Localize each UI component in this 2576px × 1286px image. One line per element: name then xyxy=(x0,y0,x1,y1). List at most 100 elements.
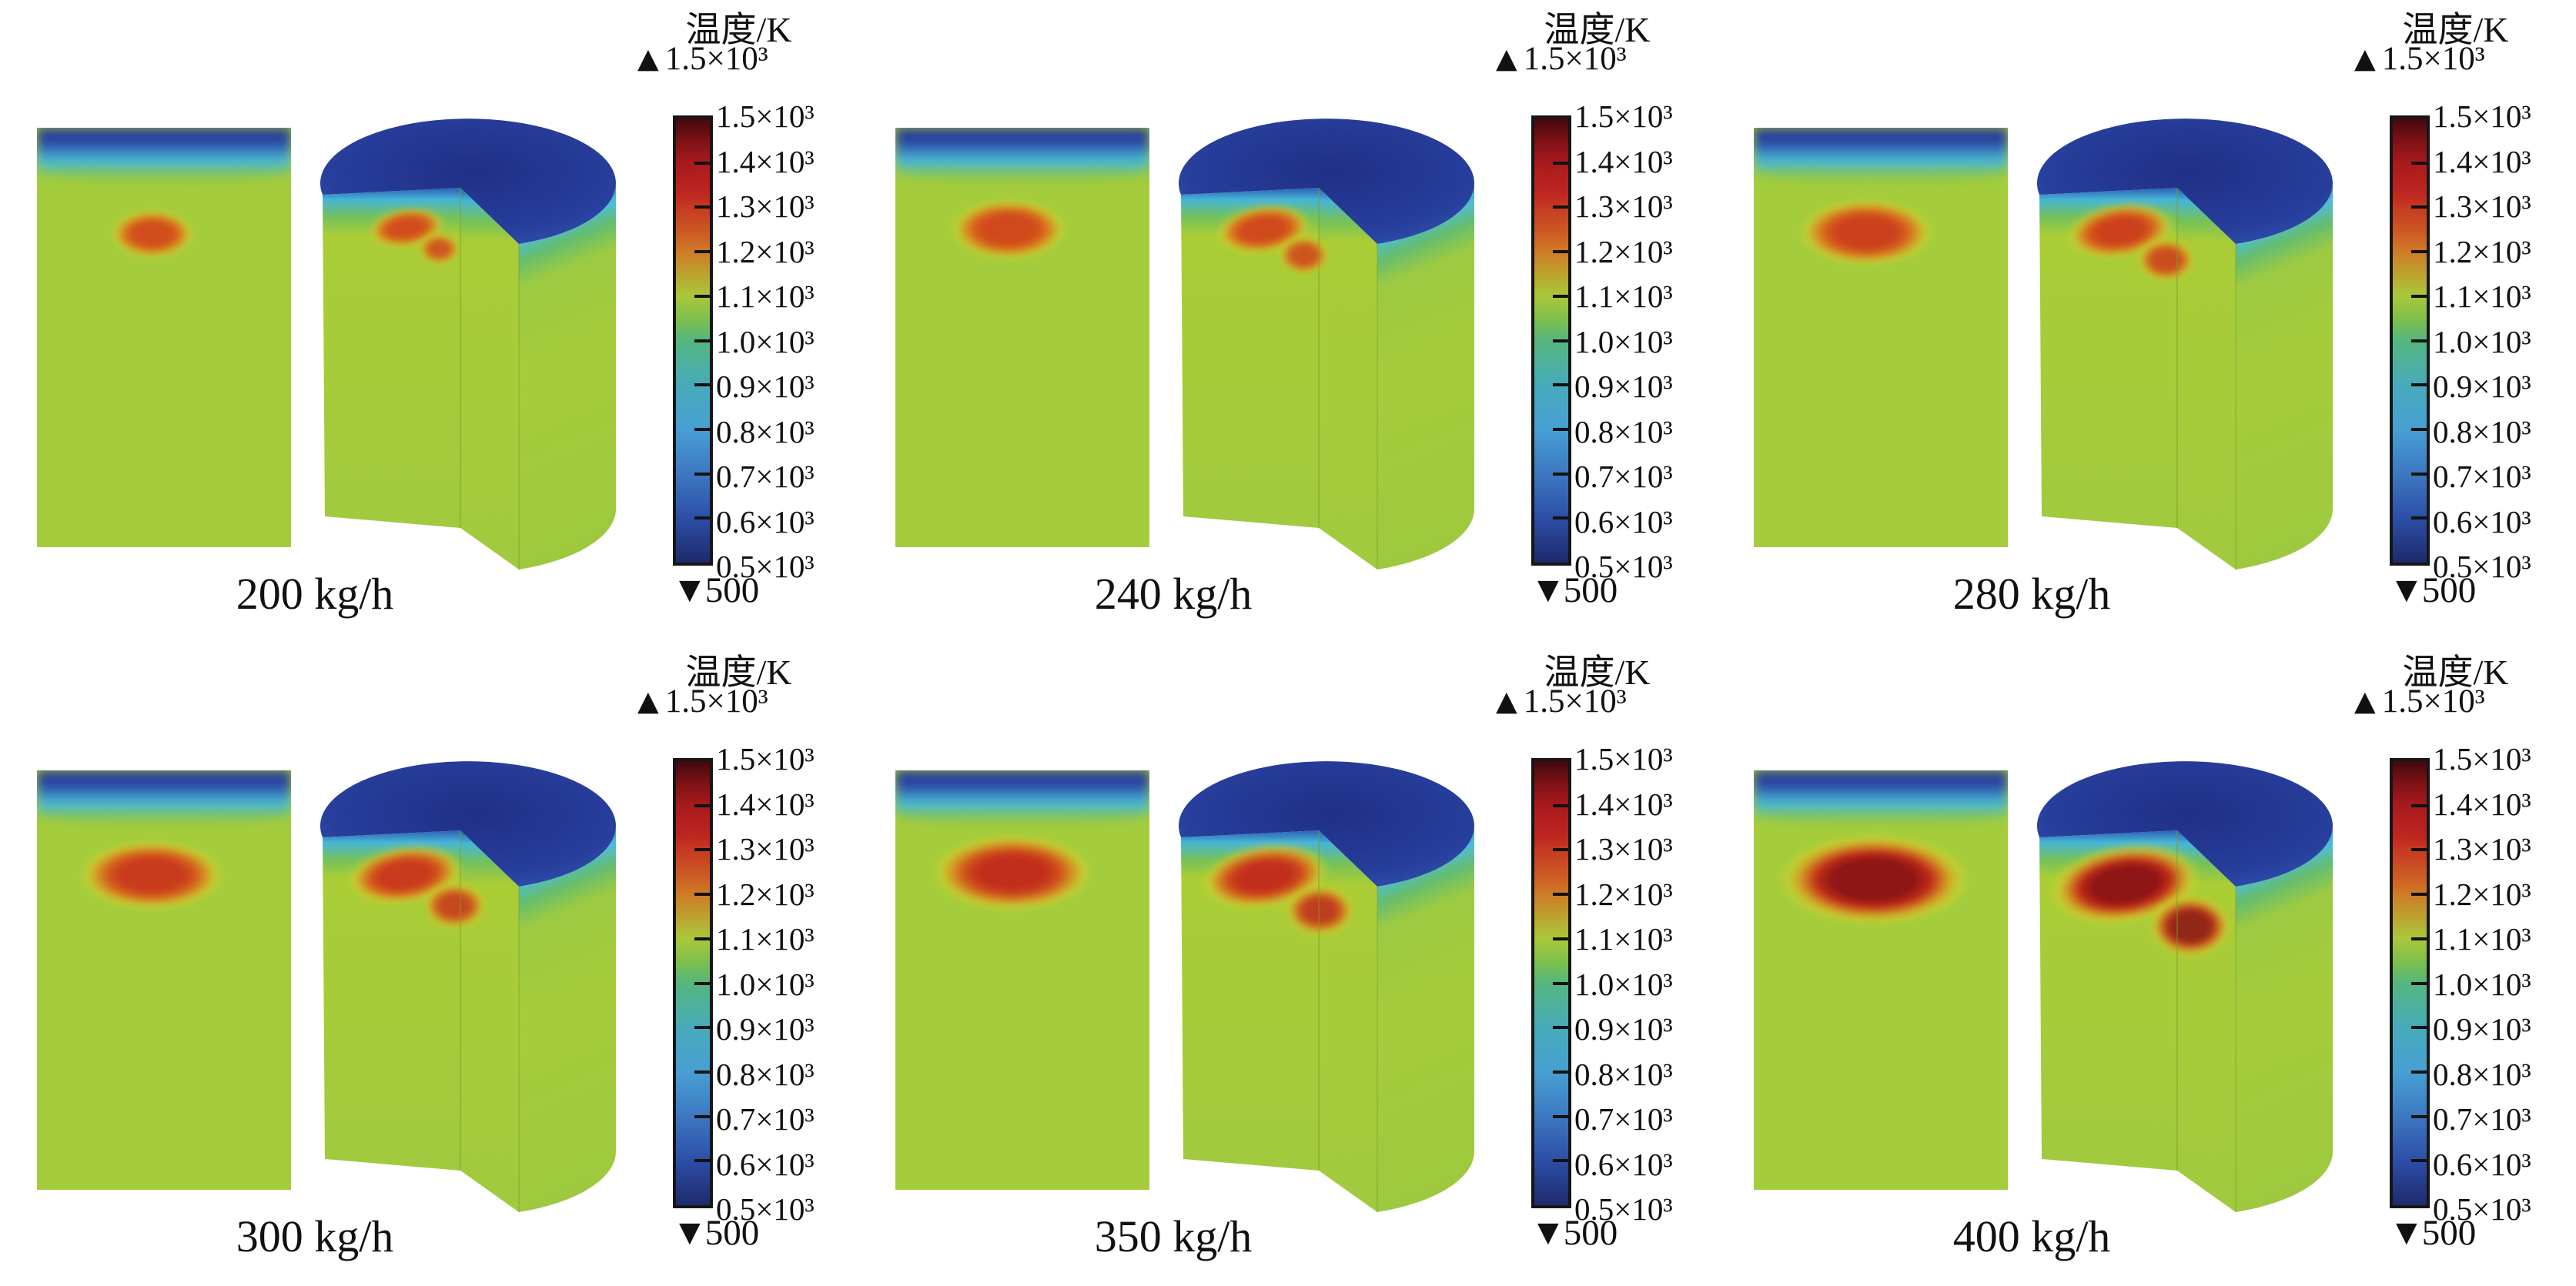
cylinder-cut-face-left xyxy=(1181,188,1319,528)
colorbar-tick-label: 1.4×10³ xyxy=(716,143,815,179)
colorbar-max-arrow-icon: ▲ xyxy=(2354,685,2376,717)
colorbar-title: 温度/K xyxy=(2402,10,2509,49)
cylinder-3d-view xyxy=(319,761,617,1212)
colorbar-tick-label: 0.8×10³ xyxy=(2433,1056,2531,1092)
colorbar-tick-label: 0.7×10³ xyxy=(1574,459,1673,494)
colorbar-tick-label: 1.0×10³ xyxy=(2433,966,2531,1002)
hotspot-2d xyxy=(1778,833,1970,926)
cylinder-top-cap xyxy=(2036,761,2333,887)
cylinder-cut-face-right xyxy=(2177,188,2236,570)
colorbar-min-value: 500 xyxy=(2421,1213,2477,1253)
colorbar-min-value: 500 xyxy=(1563,1213,1618,1253)
colorbar-tick-label: 0.5×10³ xyxy=(1574,549,1673,584)
colorbar-tick-mark xyxy=(694,472,710,476)
colorbar-tick-label: 0.5×10³ xyxy=(716,1191,815,1227)
colorbar-tick-mark xyxy=(2411,472,2427,476)
colorbar-tick-mark xyxy=(694,1070,710,1074)
colorbar-tick-label: 0.6×10³ xyxy=(716,503,815,539)
colorbar-tick-mark xyxy=(1553,981,1568,985)
colorbar-tick-mark xyxy=(1553,294,1568,298)
cross-section-cold-band xyxy=(895,128,1149,185)
hotspot-3d-secondary xyxy=(1277,235,1330,276)
colorbar: 温度/K ▲ 1.5×10³ 1.5×10³ 1.4×10³ 1.3×10³ 1.2×… xyxy=(2354,643,2575,1285)
colorbar-tick-mark xyxy=(694,1026,710,1030)
colorbar-tick-mark xyxy=(1553,161,1568,165)
colorbar-tick-label: 1.5×10³ xyxy=(2433,741,2531,777)
colorbar-tick-labels: 1.5×10³ 1.4×10³ 1.3×10³ 1.2×10³ 1.1×10³ 1.0×1… xyxy=(1574,741,1717,1227)
colorbar-max-value: 1.5×10³ xyxy=(2381,41,2485,77)
colorbar-tick-label: 1.3×10³ xyxy=(716,831,815,867)
colorbar-tick-mark xyxy=(694,294,710,298)
colorbar-max-arrow-icon: ▲ xyxy=(2354,42,2376,75)
simulation-panel: 温度/K ▲ 1.5×10³ 1.5×10³ 1.4×10³ 1.3×10³ 1.2×… xyxy=(858,643,1717,1286)
colorbar-tick-label: 0.6×10³ xyxy=(1574,503,1673,539)
cross-section-body xyxy=(895,128,1149,547)
colorbar-tick-label: 1.1×10³ xyxy=(2433,279,2531,314)
colorbar-tick-mark xyxy=(1553,1070,1568,1074)
colorbar-tick-mark xyxy=(2411,294,2427,298)
colorbar-tick-mark xyxy=(1553,1114,1568,1118)
colorbar-tick-label: 0.6×10³ xyxy=(1574,1146,1673,1182)
cylinder-top-cap xyxy=(319,761,616,887)
cross-section-cold-band xyxy=(37,128,291,185)
cross-section-body xyxy=(37,128,291,547)
colorbar-tick-labels: 1.5×10³ 1.4×10³ 1.3×10³ 1.2×10³ 1.1×10³ 1.0×1… xyxy=(716,99,858,584)
colorbar-tick-label: 0.6×10³ xyxy=(2433,503,2531,539)
colorbar-title: 温度/K xyxy=(1544,653,1651,692)
flow-rate-label: 400 kg/h xyxy=(1952,1211,2111,1261)
colorbar-min-value: 500 xyxy=(2421,570,2477,610)
colorbar-max-arrow-icon: ▲ xyxy=(1496,685,1517,717)
colorbar-tick-mark xyxy=(694,1114,710,1118)
colorbar-min-arrow-icon: ▼ xyxy=(2396,574,2417,606)
colorbar-tick-mark xyxy=(1553,205,1568,209)
colorbar-tick-mark xyxy=(694,516,710,520)
colorbar-tick-label: 0.9×10³ xyxy=(1574,1011,1673,1047)
colorbar-tick-labels: 1.5×10³ 1.4×10³ 1.3×10³ 1.2×10³ 1.1×10³ 1.0×1… xyxy=(2433,741,2575,1227)
colorbar-min-marker: ▼ 500 xyxy=(2396,1212,2476,1254)
cylinder-cut-face-right xyxy=(460,188,519,570)
colorbar-tick-mark xyxy=(2411,981,2427,985)
flow-rate-label: 200 kg/h xyxy=(236,569,394,619)
colorbar-tick-label: 1.1×10³ xyxy=(1574,921,1673,957)
colorbar: 温度/K ▲ 1.5×10³ 1.5×10³ 1.4×10³ 1.3×10³ 1.2×… xyxy=(2354,0,2575,643)
cross-section-cold-band xyxy=(37,770,291,828)
colorbar-tick-label: 0.9×10³ xyxy=(1574,369,1673,404)
cylinder-cut-face-left xyxy=(323,188,460,528)
hotspot-2d xyxy=(110,209,195,259)
hotspot-2d xyxy=(1798,199,1934,266)
colorbar-tick-label: 1.0×10³ xyxy=(716,966,815,1002)
cylinder-outer-surface xyxy=(519,826,617,1212)
colorbar-min-marker: ▼ 500 xyxy=(1537,1212,1618,1254)
colorbar-tick-label: 0.7×10³ xyxy=(716,459,815,494)
colorbar-min-marker: ▼ 500 xyxy=(1537,570,1618,611)
cross-section-body xyxy=(37,770,291,1190)
colorbar-tick-label: 0.8×10³ xyxy=(1574,413,1673,449)
colorbar-tick-mark xyxy=(1553,803,1568,807)
colorbar-tick-label: 1.0×10³ xyxy=(1574,966,1673,1002)
cross-section-2d-view xyxy=(895,770,1149,1190)
colorbar-tick-label: 1.2×10³ xyxy=(1574,233,1673,269)
colorbar-tick-label: 1.3×10³ xyxy=(2433,831,2531,867)
colorbar-tick-label: 1.1×10³ xyxy=(2433,921,2531,957)
cylinder-outer-surface xyxy=(1377,826,1475,1212)
colorbar-tick-label: 1.4×10³ xyxy=(1574,143,1673,179)
flow-rate-label: 280 kg/h xyxy=(1952,569,2111,619)
colorbar-tick-label: 1.2×10³ xyxy=(716,233,815,269)
colorbar-tick-label: 0.7×10³ xyxy=(2433,459,2531,494)
cylinder-cut-face-right xyxy=(460,830,519,1212)
cross-section-2d-view xyxy=(37,770,291,1190)
colorbar-tick-labels: 1.5×10³ 1.4×10³ 1.3×10³ 1.2×10³ 1.1×10³ 1.0×1… xyxy=(2433,99,2575,584)
colorbar-min-arrow-icon: ▼ xyxy=(2396,1217,2417,1248)
colorbar-tick-label: 0.8×10³ xyxy=(2433,413,2531,449)
colorbar-tick-label: 0.9×10³ xyxy=(716,369,815,404)
colorbar-tick-mark xyxy=(1553,516,1568,520)
colorbar-tick-label: 1.4×10³ xyxy=(716,786,815,822)
cylinder-3d-view xyxy=(2036,119,2333,570)
colorbar-tick-mark xyxy=(1553,937,1568,940)
hotspot-3d-secondary xyxy=(2136,238,2196,282)
cylinder-top-cap xyxy=(2036,119,2333,244)
colorbar-tick-label: 0.5×10³ xyxy=(716,549,815,584)
colorbar-tick-label: 1.5×10³ xyxy=(1574,99,1673,134)
cross-section-cold-band xyxy=(1754,128,2008,185)
